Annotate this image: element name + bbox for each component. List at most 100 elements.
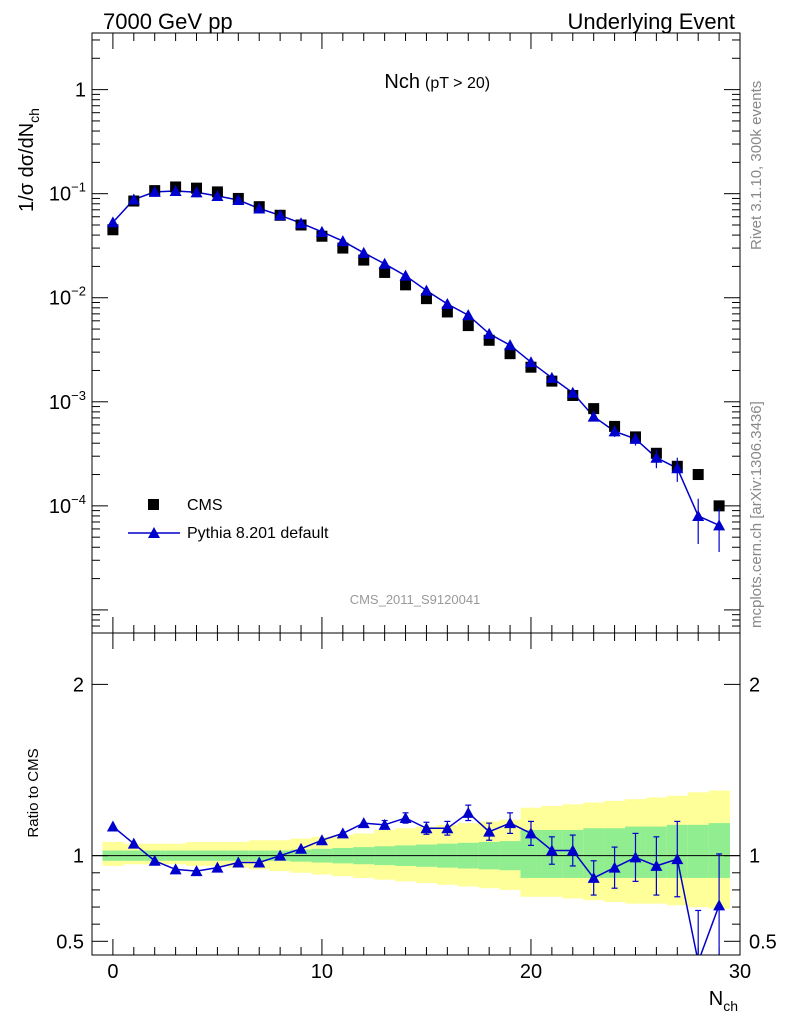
y-tick-label-main: 1 xyxy=(75,80,86,102)
y-tick-label-ratio-right: 0.5 xyxy=(749,931,777,953)
ratio-data-point xyxy=(504,817,517,829)
y-tick-label-main: 10−3 xyxy=(49,388,86,414)
legend-marker-pythia xyxy=(148,527,160,538)
y-tick-label-main: 10−2 xyxy=(49,284,86,310)
pythia-data-point xyxy=(671,462,684,474)
pythia-data-point xyxy=(420,284,433,296)
cms-data-point xyxy=(337,242,349,254)
ratio-data-point xyxy=(587,871,600,883)
analysis-label: CMS_2011_S9120041 xyxy=(350,592,481,607)
ratio-ticks: 0.5 0.51 12 20 10 20 30 xyxy=(56,633,777,983)
ratio-data-point xyxy=(336,827,349,839)
legend-marker-cms xyxy=(148,499,159,510)
main-panel: 10−410−310−210−11 Nch (pT > 20) CMS_2011… xyxy=(16,32,741,634)
mcplots-label: mcplots.cern.ch [arXiv:1306.3436] xyxy=(748,401,765,628)
ratio-data-point xyxy=(545,844,558,856)
pythia-data-point xyxy=(295,217,308,229)
y-tick-label-ratio-right: 1 xyxy=(749,846,760,868)
pythia-data-point xyxy=(274,209,287,221)
ratio-data-point xyxy=(274,849,287,861)
ratio-frame xyxy=(91,632,741,956)
stat-uncertainty-band xyxy=(520,829,542,878)
cms-data-point xyxy=(588,403,600,415)
ratio-data-point xyxy=(483,825,496,837)
cms-data-point xyxy=(400,279,412,291)
ratio-data-point xyxy=(629,851,642,863)
ratio-panel: 0.5 0.51 12 20 10 20 30 Ratio to CMS Nch xyxy=(25,632,777,1014)
y-label-main: 1/σ dσ/dN xyxy=(16,123,38,212)
pythia-data-point xyxy=(148,185,161,197)
ratio-data-point xyxy=(378,818,391,830)
pythia-data-point xyxy=(462,309,475,321)
y-tick-label-exp: −4 xyxy=(71,492,86,507)
ratio-data-point xyxy=(127,837,140,849)
stat-uncertainty-band xyxy=(687,824,710,878)
ratio-data-point xyxy=(315,834,328,846)
y-tick-label-base: 10 xyxy=(49,392,71,414)
pythia-data-point xyxy=(566,386,579,398)
svg-text:1/σ dσ/dNch: 1/σ dσ/dNch xyxy=(16,108,42,212)
y-tick-label-base: 1 xyxy=(75,80,86,102)
main-ticks: 10−410−310−210−11 xyxy=(49,33,741,634)
stat-uncertainty-band xyxy=(708,823,731,878)
ratio-data-point xyxy=(566,844,579,856)
y-tick-label-exp: −1 xyxy=(71,180,86,195)
cms-data-point xyxy=(441,306,453,318)
cms-data-point xyxy=(713,500,725,512)
x-label-sub: ch xyxy=(723,998,738,1014)
y-tick-label-main: 10−4 xyxy=(49,492,86,518)
pythia-line xyxy=(112,190,720,526)
pythia-data-point xyxy=(524,356,537,368)
pythia-data-point xyxy=(190,186,203,198)
pythia-data-point xyxy=(504,339,517,351)
legend-label-pythia: Pythia 8.201 default xyxy=(187,525,329,542)
cms-data-point xyxy=(462,320,474,332)
ratio-series xyxy=(106,804,726,967)
ratio-data-point xyxy=(420,822,433,834)
cms-data-point xyxy=(379,266,391,278)
pythia-data-point xyxy=(713,519,726,531)
ratio-data-point xyxy=(441,822,454,834)
x-axis-label: Nch xyxy=(709,988,738,1014)
x-tick-label: 0 xyxy=(107,961,118,983)
legend: CMS Pythia 8.201 default xyxy=(128,497,329,542)
ratio-data-point xyxy=(295,842,308,854)
pythia-data-point xyxy=(357,246,370,258)
ratio-data-point xyxy=(169,863,182,875)
ratio-data-point xyxy=(608,861,621,873)
x-label-main: N xyxy=(709,988,723,1010)
cms-data-point xyxy=(504,348,516,360)
x-tick-label: 20 xyxy=(520,961,542,983)
y-tick-label-ratio: 1 xyxy=(73,846,84,868)
main-series xyxy=(106,181,726,553)
pythia-data-point xyxy=(253,202,266,214)
main-frame xyxy=(91,32,741,634)
x-tick-label: 10 xyxy=(311,961,333,983)
y-tick-label-exp: −2 xyxy=(71,284,86,299)
main-title-suffix: (pT > 20) xyxy=(425,75,490,92)
y-tick-label-base: 10 xyxy=(49,496,71,518)
ratio-data-point xyxy=(232,856,245,868)
ratio-data-point xyxy=(211,861,224,873)
pythia-data-point xyxy=(587,410,600,422)
stat-uncertainty-band xyxy=(583,828,605,878)
ratio-data-point xyxy=(524,827,537,839)
pythia-data-point xyxy=(608,425,621,437)
pythia-data-point xyxy=(378,257,391,269)
pythia-data-point xyxy=(211,189,224,201)
ratio-y-axis-label: Ratio to CMS xyxy=(25,748,42,837)
cms-data-point xyxy=(107,224,119,236)
ratio-data-point xyxy=(399,811,412,823)
pythia-data-point xyxy=(315,225,328,237)
pythia-data-point xyxy=(441,298,454,310)
ratio-data-point xyxy=(671,853,684,865)
ratio-data-point xyxy=(106,820,119,832)
pythia-data-point xyxy=(399,269,412,281)
y-tick-label-ratio: 2 xyxy=(73,674,84,696)
pythia-data-point xyxy=(336,235,349,247)
y-tick-label-base: 10 xyxy=(49,184,71,206)
header-right-label: Underlying Event xyxy=(567,9,735,34)
ratio-data-point xyxy=(692,956,704,967)
ratio-data-point xyxy=(190,865,203,877)
y-tick-label-ratio: 0.5 xyxy=(56,931,84,953)
